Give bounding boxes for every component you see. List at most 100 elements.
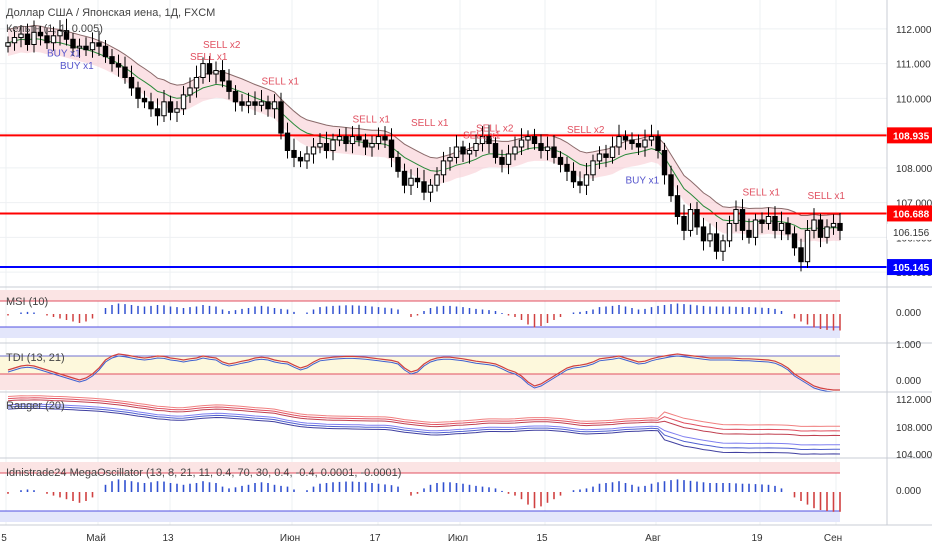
level-tag-0: 108.935 <box>893 131 930 142</box>
candle-body-78 <box>512 146 518 155</box>
ranger-pane-label: Ranger (20) <box>6 400 65 412</box>
candle-body-34 <box>226 80 232 92</box>
candle-body-115 <box>752 219 759 238</box>
candle-body-109 <box>713 233 720 252</box>
last-price-bg <box>887 223 932 240</box>
level-tag-bg-2 <box>887 259 932 276</box>
x-tick-9: Сен <box>824 533 842 544</box>
candle-body-64 <box>421 181 427 193</box>
candle-body-6 <box>44 35 50 44</box>
tdi-mid-band <box>0 356 840 374</box>
pane0-tick-0: 0.000 <box>896 308 921 319</box>
candle-body-100 <box>655 136 661 151</box>
candle-body-51 <box>336 136 343 141</box>
candle-body-63 <box>414 177 421 183</box>
candle-body-46 <box>304 153 310 162</box>
price-tick-1: 111.000 <box>896 60 931 71</box>
candle-body-11 <box>76 45 83 49</box>
candle-body-49 <box>323 143 330 151</box>
candle-body-8 <box>57 30 63 37</box>
candle-body-44 <box>291 149 297 158</box>
signal-label-10: BUY x1 <box>626 175 660 186</box>
candle-body-102 <box>668 174 674 197</box>
tdi-line-blue <box>7 355 840 393</box>
candle-body-5 <box>37 31 44 37</box>
pane-labels: Доллар США / Японская иена, 1Д, FXCM Кел… <box>6 7 401 479</box>
candle-body-77 <box>505 153 512 165</box>
price-tick-2: 110.000 <box>896 94 932 105</box>
candle-body-86 <box>564 163 570 172</box>
last-price-tag: 106.156 <box>893 228 930 239</box>
x-tick-5: Июл <box>448 533 468 544</box>
signal-label-3: SELL x1 <box>190 52 228 63</box>
signal-label-9: SELL x2 <box>567 125 605 136</box>
candle-body-121 <box>791 233 798 249</box>
x-tick-4: 17 <box>369 533 381 544</box>
candle-body-99 <box>648 136 655 141</box>
pane-separators <box>0 0 932 526</box>
candle-body-105 <box>687 209 694 231</box>
candle-body-101 <box>661 149 668 176</box>
horizontal-levels <box>0 134 887 269</box>
candle-body-25 <box>167 101 174 113</box>
candle-body-32 <box>213 70 219 75</box>
keltner-band <box>7 24 841 242</box>
time-axis: 5 Май 13 Июн 17 Июл 15 Авг 19 Сен <box>1 533 842 544</box>
candle-body-72 <box>473 143 479 151</box>
candle-body-13 <box>89 42 96 51</box>
ranger-line-3 <box>7 403 840 446</box>
candle-body-113 <box>739 209 746 231</box>
ranger-line-4 <box>7 405 840 451</box>
candle-body-38 <box>252 101 258 106</box>
candle-body-9 <box>63 30 70 40</box>
keltner-middle-line <box>7 38 841 230</box>
candle-body-43 <box>284 132 291 151</box>
candle-body-41 <box>271 101 278 110</box>
candle-body-89 <box>583 174 590 186</box>
x-tick-0: 5 <box>1 533 7 544</box>
signal-label-4: SELL x1 <box>262 76 300 87</box>
candle-body-40 <box>265 101 271 110</box>
candle-body-96 <box>629 139 635 145</box>
candle-body-67 <box>440 160 447 176</box>
oscillator-series <box>7 303 841 512</box>
candle-body-111 <box>726 222 733 242</box>
pane3-tick-0: 0.000 <box>896 486 921 497</box>
candle-body-80 <box>525 136 531 141</box>
candle-body-124 <box>811 219 817 231</box>
candle-body-66 <box>434 174 440 186</box>
candle-body-68 <box>447 156 453 162</box>
candle-body-127 <box>830 222 837 228</box>
candle-body-126 <box>824 226 830 238</box>
candle-body-83 <box>544 146 551 151</box>
candle-body-36 <box>239 101 245 106</box>
candle-body-62 <box>408 177 414 186</box>
candle-body-39 <box>258 101 265 106</box>
candle-body-128 <box>837 222 843 231</box>
level-tag-bg-1 <box>887 205 932 222</box>
candle-body-120 <box>785 222 791 235</box>
candle-body-114 <box>746 229 752 238</box>
candle-body-60 <box>395 156 401 172</box>
candle-body-95 <box>622 136 629 141</box>
price-tick-4: 108.000 <box>896 164 932 175</box>
ranger-line-0 <box>7 395 841 427</box>
level-tag-2: 105.145 <box>893 263 930 274</box>
candle-body-104 <box>681 216 687 231</box>
pane1-tick-1: 0.000 <box>896 376 921 387</box>
msi-pane-label: MSI (10) <box>6 296 48 308</box>
candle-body-50 <box>330 139 336 151</box>
signal-label-5: SELL x1 <box>353 115 391 126</box>
candle-body-76 <box>499 156 505 165</box>
candle-body-56 <box>369 143 375 148</box>
candle-body-55 <box>362 139 369 148</box>
candle-body-59 <box>388 139 395 158</box>
candle-body-93 <box>609 146 616 158</box>
level-tag-bg-0 <box>887 127 932 144</box>
chart-title: Доллар США / Японская иена, 1Д, FXCM <box>6 7 215 19</box>
candle-body-79 <box>518 139 525 148</box>
candle-body-20 <box>135 87 141 99</box>
candle-body-125 <box>817 219 824 238</box>
